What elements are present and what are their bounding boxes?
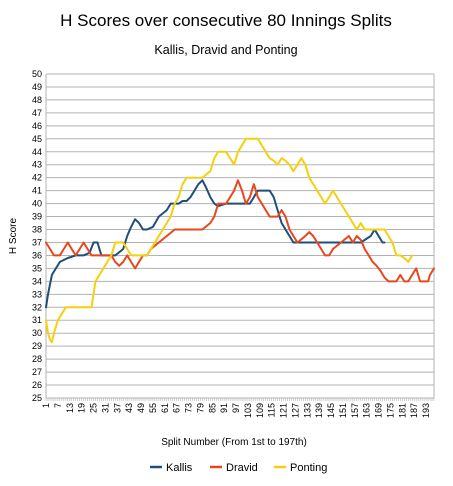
x-tick-label: 19 bbox=[77, 403, 87, 413]
y-tick-label: 49 bbox=[32, 82, 42, 92]
x-tick-label: 97 bbox=[231, 403, 241, 413]
x-tick-label: 85 bbox=[207, 403, 217, 413]
x-tick-label: 193 bbox=[421, 403, 431, 418]
y-tick-label: 32 bbox=[32, 302, 42, 312]
legend-label-kallis: Kallis bbox=[166, 462, 193, 474]
x-tick-label: 139 bbox=[314, 403, 324, 418]
chart-subtitle: Kallis, Dravid and Ponting bbox=[154, 43, 297, 57]
y-tick-label: 38 bbox=[32, 225, 42, 235]
y-tick-label: 26 bbox=[32, 380, 42, 390]
x-tick-label: 127 bbox=[290, 403, 300, 418]
x-tick-label: 103 bbox=[243, 403, 253, 418]
y-tick-label: 35 bbox=[32, 263, 42, 273]
y-tick-label: 36 bbox=[32, 250, 42, 260]
x-tick-label: 187 bbox=[409, 403, 419, 418]
legend-label-dravid: Dravid bbox=[226, 462, 258, 474]
y-axis-label: H Score bbox=[8, 218, 19, 255]
x-tick-label: 61 bbox=[160, 403, 170, 413]
x-tick-label: 31 bbox=[100, 403, 110, 413]
y-tick-label: 48 bbox=[32, 95, 42, 105]
series-line-dravid bbox=[45, 179, 435, 283]
y-tick-label: 42 bbox=[32, 173, 42, 183]
x-tick-label: 13 bbox=[65, 403, 75, 413]
x-tick-label: 55 bbox=[148, 403, 158, 413]
y-tick-label: 47 bbox=[32, 108, 42, 118]
x-tick-label: 163 bbox=[362, 403, 372, 418]
plot-area: 25 26 27 28 29 30 31 32 33 34 35 36 37 38 39 40 41 42 43 44… bbox=[32, 69, 435, 418]
y-tick-label: 37 bbox=[32, 237, 42, 247]
x-tick-label: 67 bbox=[172, 403, 182, 413]
y-tick-label: 30 bbox=[32, 328, 42, 338]
y-tick-label: 41 bbox=[32, 186, 42, 196]
legend-label-ponting: Ponting bbox=[290, 462, 327, 474]
y-tick-label: 27 bbox=[32, 367, 42, 377]
y-tick-label: 39 bbox=[32, 212, 42, 222]
y-tick-label: 34 bbox=[32, 276, 42, 286]
y-tick-label: 25 bbox=[32, 393, 42, 403]
x-tick-label: 175 bbox=[385, 403, 395, 418]
y-tick-label: 46 bbox=[32, 121, 42, 131]
x-tick-label: 7 bbox=[53, 403, 63, 408]
x-tick-label: 1 bbox=[41, 403, 51, 408]
x-tick-label: 157 bbox=[350, 403, 360, 418]
x-axis-label: Split Number (From 1st to 197th) bbox=[161, 437, 307, 448]
y-tick-label: 50 bbox=[32, 69, 42, 79]
x-tick-label: 151 bbox=[338, 403, 348, 418]
series-line-kallis bbox=[45, 179, 386, 309]
x-tick-label: 181 bbox=[397, 403, 407, 418]
y-tick-label: 31 bbox=[32, 315, 42, 325]
x-tick-label: 25 bbox=[89, 403, 99, 413]
x-tick-label: 79 bbox=[195, 403, 205, 413]
y-tick-label: 40 bbox=[32, 199, 42, 209]
y-tick-label: 44 bbox=[32, 147, 42, 157]
x-tick-label: 133 bbox=[302, 403, 312, 418]
x-tick-label: 91 bbox=[219, 403, 229, 413]
chart-title: H Scores over consecutive 80 Innings Spl… bbox=[60, 11, 392, 30]
x-tick-label: 49 bbox=[136, 403, 146, 413]
x-tick-label: 37 bbox=[112, 403, 122, 413]
x-tick-label: 145 bbox=[326, 403, 336, 418]
x-tick-label: 109 bbox=[255, 403, 265, 418]
y-tick-label: 33 bbox=[32, 289, 42, 299]
y-tick-label: 45 bbox=[32, 134, 42, 144]
series-line-ponting bbox=[45, 137, 414, 344]
x-tick-label: 169 bbox=[374, 403, 384, 418]
y-tick-label: 28 bbox=[32, 354, 42, 364]
x-tick-label: 43 bbox=[124, 403, 134, 413]
x-tick-label: 121 bbox=[279, 403, 289, 418]
x-tick-label: 73 bbox=[184, 403, 194, 413]
y-tick-label: 29 bbox=[32, 341, 42, 351]
legend: Kallis Dravid Ponting bbox=[150, 462, 327, 474]
x-tick-label: 115 bbox=[267, 403, 277, 417]
y-tick-label: 43 bbox=[32, 160, 42, 170]
